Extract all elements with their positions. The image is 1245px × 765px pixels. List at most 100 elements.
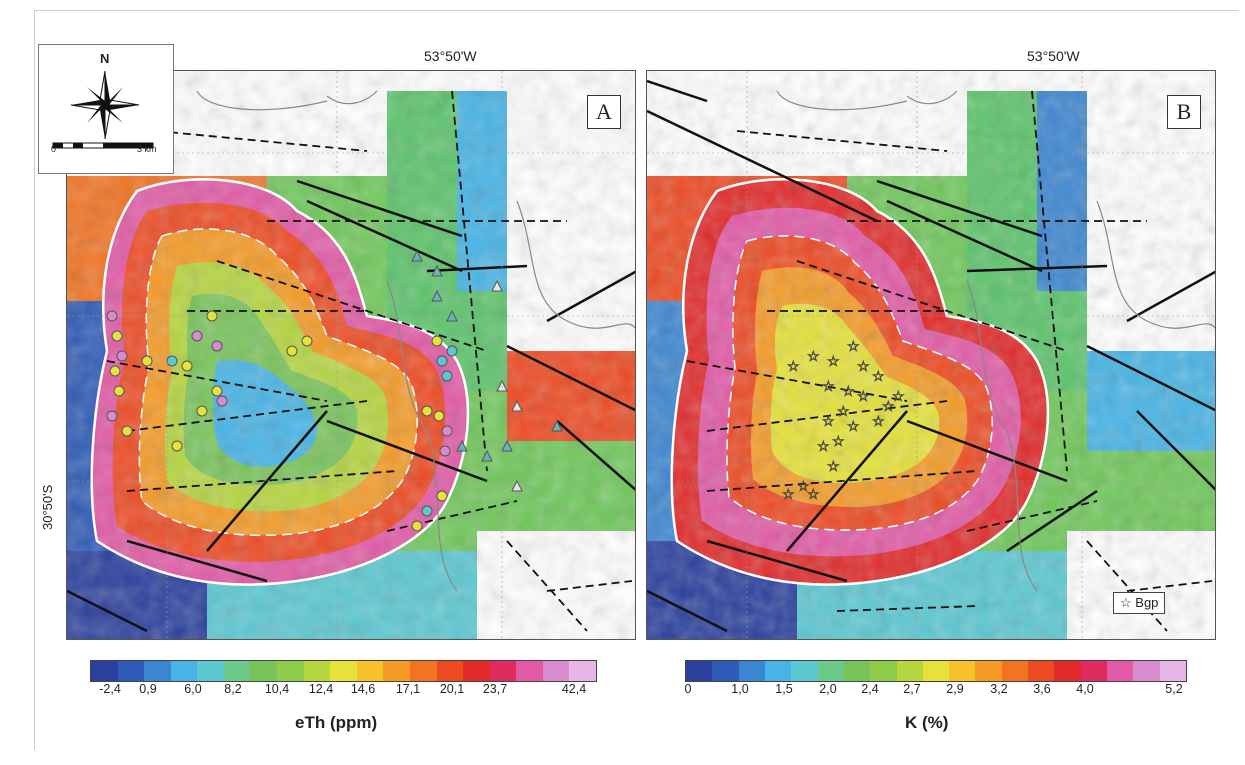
svg-text:☆: ☆ bbox=[817, 439, 830, 455]
eth-colorbar-tick-label: 0,9 bbox=[139, 682, 157, 696]
eth-colorbar-tick-label: 14,6 bbox=[350, 682, 376, 696]
k-colorbar-swatch bbox=[975, 661, 1002, 681]
k-colorbar-swatch bbox=[712, 661, 739, 681]
k-colorbar-tick-label: 1,0 bbox=[731, 682, 749, 696]
svg-text:☆: ☆ bbox=[872, 414, 885, 430]
k-colorbar-tick-label: 0 bbox=[684, 682, 692, 696]
svg-text:☆: ☆ bbox=[827, 459, 840, 475]
eth-colorbar-tick-label: -2,4 bbox=[99, 682, 121, 696]
eth-colorbar-swatch bbox=[356, 661, 384, 681]
k-colorbar-tick-label: 3,6 bbox=[1033, 682, 1051, 696]
eth-colorbar-swatch bbox=[117, 661, 145, 681]
eth-colorbar-title: eTh (ppm) bbox=[295, 713, 378, 732]
k-colorbar-swatch bbox=[1107, 661, 1134, 681]
svg-text:☆: ☆ bbox=[797, 479, 810, 495]
k-colorbar-swatch bbox=[1054, 661, 1081, 681]
k-colorbar-swatch bbox=[896, 661, 923, 681]
svg-text:☆: ☆ bbox=[847, 339, 860, 355]
k-colorbar-swatch bbox=[791, 661, 818, 681]
eth-colorbar-swatch bbox=[197, 661, 224, 681]
eth-colorbar-swatch bbox=[330, 661, 357, 681]
k-colorbar-swatch bbox=[686, 661, 713, 681]
svg-text:☆: ☆ bbox=[872, 369, 885, 385]
eth-colorbar-tick-label: 6,0 bbox=[184, 682, 202, 696]
eth-colorbar-swatch bbox=[223, 661, 251, 681]
svg-text:☆: ☆ bbox=[837, 404, 850, 420]
k-colorbar-swatch bbox=[1159, 661, 1186, 681]
svg-text:☆: ☆ bbox=[842, 384, 855, 400]
eth-colorbar-swatch bbox=[170, 661, 198, 681]
k-colorbar-swatch bbox=[922, 661, 950, 681]
k-colorbar-tick-label: 2,0 bbox=[819, 682, 837, 696]
panel-a-latitude-label: 30°50'S bbox=[40, 484, 55, 530]
eth-map bbox=[67, 71, 635, 639]
eth-colorbar-swatch bbox=[277, 661, 304, 681]
eth-colorbar bbox=[90, 660, 597, 682]
svg-text:☆: ☆ bbox=[807, 349, 820, 365]
k-colorbar-swatch bbox=[817, 661, 844, 681]
outer-frame-top bbox=[34, 10, 1239, 11]
star-icon: ☆ bbox=[1120, 595, 1132, 610]
map-panel-b: ☆ ☆ ☆ ☆ ☆ ☆ ☆ ☆ ☆ ☆ ☆ ☆ ☆ ☆ ☆ ☆ ☆ ☆ ☆ ☆ ☆ B bbox=[646, 70, 1216, 640]
svg-text:☆: ☆ bbox=[857, 359, 870, 375]
eth-colorbar-tick-label: 42,4 bbox=[561, 682, 587, 696]
k-colorbar-title: K (%) bbox=[905, 713, 949, 732]
north-arrow-box: N 0 3 km bbox=[38, 44, 174, 174]
k-map: ☆☆ ☆ ☆☆☆ ☆☆☆ ☆ ☆☆ ☆☆☆ ☆☆☆ ☆☆☆ bbox=[647, 71, 1215, 639]
eth-colorbar-tick-label: 12,4 bbox=[308, 682, 334, 696]
eth-colorbar-swatch bbox=[542, 661, 570, 681]
svg-text:☆: ☆ bbox=[847, 419, 860, 435]
eth-colorbar-swatch bbox=[383, 661, 410, 681]
k-colorbar-tick-label: 1,5 bbox=[775, 682, 793, 696]
k-colorbar-tick-label: 4,0 bbox=[1076, 682, 1094, 696]
svg-text:☆: ☆ bbox=[857, 389, 870, 405]
panel-b-longitude-label: 53°50'W bbox=[1027, 48, 1080, 64]
outer-frame-left bbox=[34, 10, 35, 750]
svg-text:☆: ☆ bbox=[787, 359, 800, 375]
k-colorbar-swatch bbox=[1080, 661, 1107, 681]
k-colorbar-swatch bbox=[738, 661, 765, 681]
k-colorbar-swatch bbox=[1001, 661, 1029, 681]
k-colorbar-tick-label: 5,2 bbox=[1165, 682, 1183, 696]
eth-colorbar-swatch bbox=[250, 661, 278, 681]
k-colorbar-tick-label: 2,7 bbox=[903, 682, 921, 696]
svg-text:☆: ☆ bbox=[807, 487, 820, 503]
panel-a-longitude-label: 53°50'W bbox=[424, 48, 477, 64]
eth-colorbar-tick-label: 23,7 bbox=[482, 682, 508, 696]
svg-text:☆: ☆ bbox=[882, 399, 895, 415]
k-colorbar-swatch bbox=[1133, 661, 1160, 681]
eth-colorbar-swatch bbox=[569, 661, 596, 681]
bgp-legend: ☆ Bgp bbox=[1113, 592, 1166, 614]
k-colorbar-tick-label: 2,9 bbox=[946, 682, 964, 696]
panel-a-letter: A bbox=[587, 95, 621, 129]
eth-colorbar-swatch bbox=[489, 661, 517, 681]
k-colorbar-tick-label: 2,4 bbox=[861, 682, 879, 696]
eth-colorbar-tick-label: 10,4 bbox=[264, 682, 290, 696]
eth-colorbar-swatch bbox=[516, 661, 543, 681]
eth-colorbar-swatch bbox=[436, 661, 464, 681]
eth-colorbar-tick-label: 20,1 bbox=[439, 682, 465, 696]
k-colorbar-swatch bbox=[843, 661, 871, 681]
k-colorbar-swatch bbox=[870, 661, 897, 681]
scale-start-label: 0 bbox=[51, 144, 57, 154]
north-label: N bbox=[100, 51, 110, 66]
eth-colorbar-swatch bbox=[303, 661, 331, 681]
svg-text:☆: ☆ bbox=[782, 487, 795, 503]
eth-colorbar-swatch bbox=[463, 661, 490, 681]
panel-b-letter: B bbox=[1167, 95, 1201, 129]
k-colorbar bbox=[685, 660, 1187, 682]
k-colorbar-swatch bbox=[764, 661, 792, 681]
svg-text:☆: ☆ bbox=[832, 434, 845, 450]
eth-colorbar-tick-label: 17,1 bbox=[395, 682, 421, 696]
svg-text:☆: ☆ bbox=[822, 379, 835, 395]
k-colorbar-tick-label: 3,2 bbox=[990, 682, 1008, 696]
svg-text:☆: ☆ bbox=[892, 389, 905, 405]
eth-colorbar-swatch bbox=[91, 661, 118, 681]
eth-colorbar-tick-label: 8,2 bbox=[224, 682, 242, 696]
k-colorbar-swatch bbox=[1028, 661, 1055, 681]
eth-colorbar-swatch bbox=[409, 661, 437, 681]
scale-end-label: 3 km bbox=[137, 144, 157, 154]
k-colorbar-swatch bbox=[949, 661, 976, 681]
eth-colorbar-swatch bbox=[144, 661, 171, 681]
svg-text:☆: ☆ bbox=[822, 414, 835, 430]
